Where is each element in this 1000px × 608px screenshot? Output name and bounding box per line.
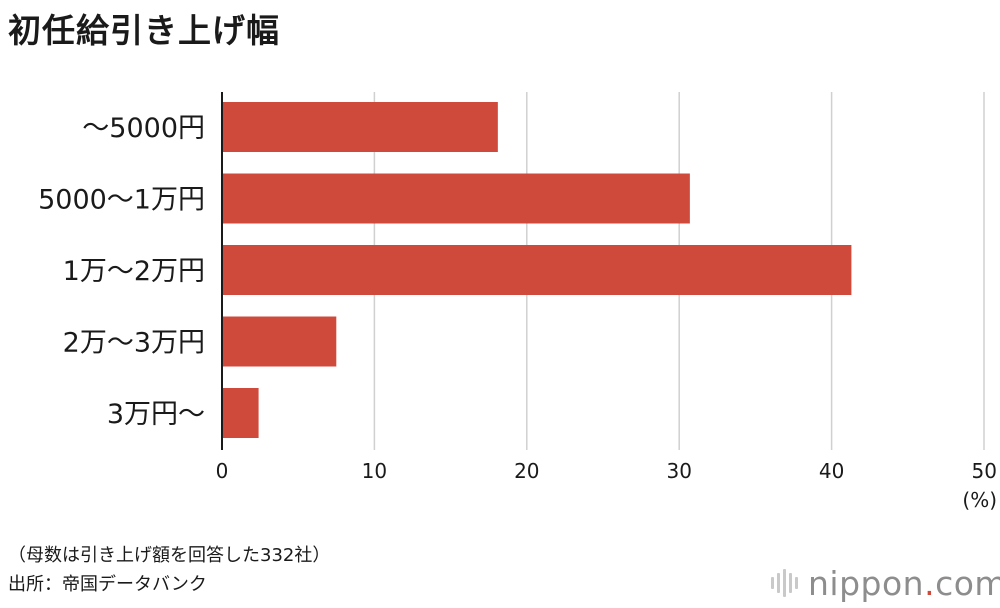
brand-tld: com (935, 563, 1000, 603)
x-tick-label-1: 10 (362, 459, 387, 483)
brand-dot: . (924, 563, 936, 603)
x-tick-label-2: 20 (514, 459, 539, 483)
brand-wordmark: nippon.com (808, 564, 1000, 603)
brand-name: nippon (808, 563, 925, 603)
bar-0 (222, 102, 498, 152)
bar-3 (222, 316, 337, 367)
x-tick-labels: 0 10 20 30 40 50 (216, 459, 997, 483)
category-label-2: 1万〜2万円 (63, 256, 205, 287)
category-label-1: 5000〜1万円 (38, 185, 205, 216)
source-credit: 出所：帝国データバンク (8, 574, 207, 595)
brand-logo: nippon.com (771, 563, 1000, 603)
bar-4 (222, 388, 259, 438)
bars (222, 102, 852, 438)
category-label-3: 2万〜3万円 (63, 328, 205, 359)
x-tick-label-5: 50 (972, 459, 997, 483)
x-tick-label-0: 0 (216, 459, 229, 483)
sample-note: （母数は引き上げ額を回答した332社） (8, 545, 331, 566)
source-note: （母数は引き上げ額を回答した332社） 出所：帝国データバンク (8, 541, 330, 599)
bar-2 (222, 245, 852, 295)
category-labels: 〜5000円 5000〜1万円 1万〜2万円 2万〜3万円 3万円〜 (38, 113, 205, 430)
x-tick-label-3: 30 (666, 459, 691, 483)
bar-1 (222, 173, 690, 224)
category-label-0: 〜5000円 (82, 113, 205, 144)
brand-bars-icon (771, 569, 798, 597)
x-tick-label-4: 40 (819, 459, 844, 483)
x-axis-unit: (%) (962, 488, 997, 512)
chart-title: 初任給引き上げ幅 (8, 11, 280, 50)
category-label-4: 3万円〜 (107, 399, 205, 430)
